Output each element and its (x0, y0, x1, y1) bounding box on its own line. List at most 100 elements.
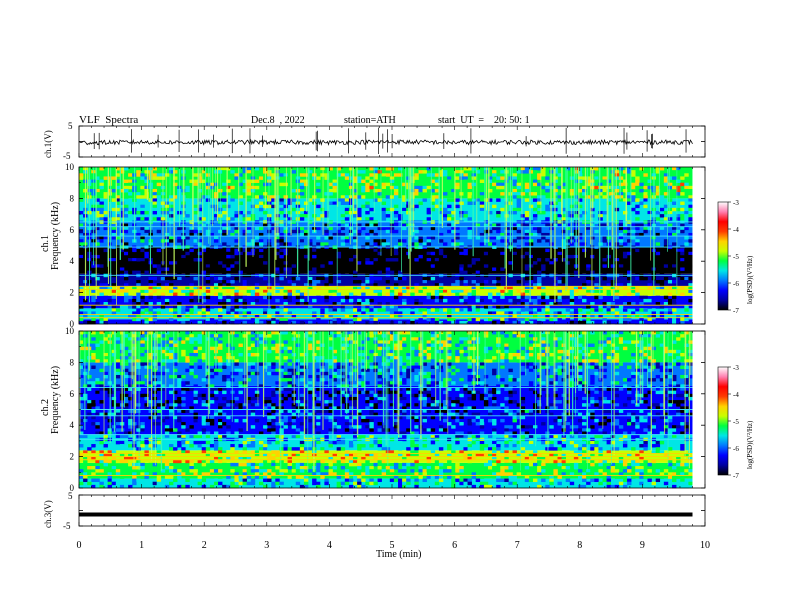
spectrum-cell (520, 170, 526, 174)
spectrum-cell (201, 362, 207, 366)
spectrum-cell (631, 261, 636, 265)
spectrum-cell (594, 384, 599, 388)
spectrum-cell (487, 176, 493, 180)
spectrum-cell (512, 343, 517, 347)
spectrum-cell (463, 280, 468, 284)
spectrum-cell (128, 352, 133, 357)
spectrum-cell (528, 308, 534, 312)
spectrum-cell (569, 170, 575, 174)
spectrum-cell (639, 223, 644, 227)
spectrum-cell (123, 387, 129, 391)
spectrum-cell (353, 214, 358, 218)
spectrum-cell (365, 242, 370, 246)
spectrum-cell (577, 254, 583, 259)
spectrum-cell (140, 173, 145, 177)
spectrum-cell (230, 185, 235, 190)
spectrum-cell (156, 349, 162, 354)
spectrum-cell (622, 384, 628, 388)
spectrum-cell (308, 378, 313, 382)
spectrum-cell (524, 283, 530, 287)
spectrum-cell (492, 387, 497, 391)
spectrum-cell (205, 182, 211, 187)
spectrum-cell (402, 302, 407, 306)
spectrum-cell (177, 236, 182, 240)
spectrum-cell (389, 305, 395, 309)
spectrum-cell (414, 258, 419, 262)
spectrum-cell (398, 331, 403, 335)
spectrum-cell (320, 182, 325, 187)
spectrum-cell (631, 374, 636, 379)
spectrum-cell (79, 242, 84, 246)
spectrum-cell (258, 226, 264, 231)
spectrum-cell (414, 337, 419, 341)
spectrum-cell (565, 267, 571, 271)
spectrum-cell (659, 248, 665, 253)
spectrum-cell (132, 305, 137, 309)
spectrum-cell (627, 267, 632, 271)
ch1-spikes (93, 127, 687, 154)
spectrum-cell (103, 320, 108, 325)
spectrum-cell (348, 242, 354, 246)
spectrum-cell (238, 254, 243, 259)
spectrum-cell (242, 170, 247, 174)
spectrum-cell (115, 308, 121, 312)
spectrum-cell (455, 289, 460, 293)
spectrum-cell (577, 365, 583, 369)
spectrum-cell (398, 201, 403, 205)
spectrum-cell (99, 214, 104, 218)
spectrum-cell (602, 251, 607, 256)
spectrum-cell (193, 349, 198, 354)
spectrum-cell (279, 242, 284, 246)
spectrum-cell (688, 374, 693, 379)
spectrum-cell (410, 270, 415, 275)
spectrum-cell (250, 337, 256, 341)
spectrum-cell (614, 334, 620, 338)
spectrum-cell (590, 236, 595, 240)
spectrum-cell (483, 289, 489, 293)
spectrum-cell (344, 198, 350, 202)
spectrum-cell (610, 387, 616, 391)
spectrum-cell (541, 185, 546, 190)
spectrum-cell (496, 283, 501, 287)
ch1-axis-label: ch.1(V) (43, 130, 53, 158)
spectrum-cell (107, 264, 113, 268)
spectrum-cell (500, 356, 505, 360)
spectrum-cell (496, 198, 501, 202)
spectrum-cell (312, 270, 317, 275)
spectrum-cell (209, 283, 215, 287)
spectrum-cell (569, 337, 575, 341)
spectrum-cell (520, 248, 526, 253)
spectrum-cell (258, 346, 264, 351)
spectrum-cell (148, 302, 153, 306)
spectrum-cell (365, 362, 370, 366)
spectrum-cell (594, 185, 599, 190)
spectrum-cell (418, 267, 423, 271)
spectrum-cell (434, 331, 440, 335)
spectrum-cell (402, 210, 407, 215)
spectrum-cell (144, 195, 149, 199)
spectrum-cell (381, 210, 387, 215)
spectrum-cell (561, 176, 566, 180)
spectrum-cell (99, 337, 104, 341)
spectrum-cell (676, 320, 681, 325)
spectrum-cell (173, 359, 178, 363)
spectrum-cell (528, 359, 534, 363)
spectrum-cell (340, 390, 346, 395)
spectrum-cell (676, 331, 681, 335)
spectrum-cell (128, 384, 133, 388)
spectrum-cell (99, 314, 104, 319)
spectrum-cell (635, 308, 640, 312)
spectrum-cell (111, 308, 117, 312)
spectrum-cell (234, 264, 239, 268)
spectrum-cell (324, 232, 329, 237)
spectrum-cell (622, 201, 628, 205)
spectrum-cell (659, 352, 665, 357)
spectrum-cell (496, 349, 501, 354)
spectrum-cell (467, 188, 472, 193)
spectrum-cell (279, 320, 284, 325)
spectrum-cell (463, 295, 468, 300)
spectrum-cell (152, 276, 158, 281)
spectrum-cell (398, 314, 403, 319)
spectrum-cell (156, 295, 162, 300)
spectrum-cell (627, 232, 632, 237)
